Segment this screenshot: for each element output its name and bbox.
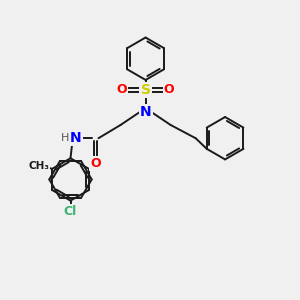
Text: N: N xyxy=(140,105,152,119)
Text: S: S xyxy=(141,82,151,97)
Text: Cl: Cl xyxy=(64,205,77,218)
Text: CH₃: CH₃ xyxy=(28,161,50,171)
Text: O: O xyxy=(164,83,175,96)
Text: O: O xyxy=(117,83,127,96)
Text: O: O xyxy=(90,157,101,170)
Text: H: H xyxy=(61,133,69,143)
Text: N: N xyxy=(70,131,82,145)
